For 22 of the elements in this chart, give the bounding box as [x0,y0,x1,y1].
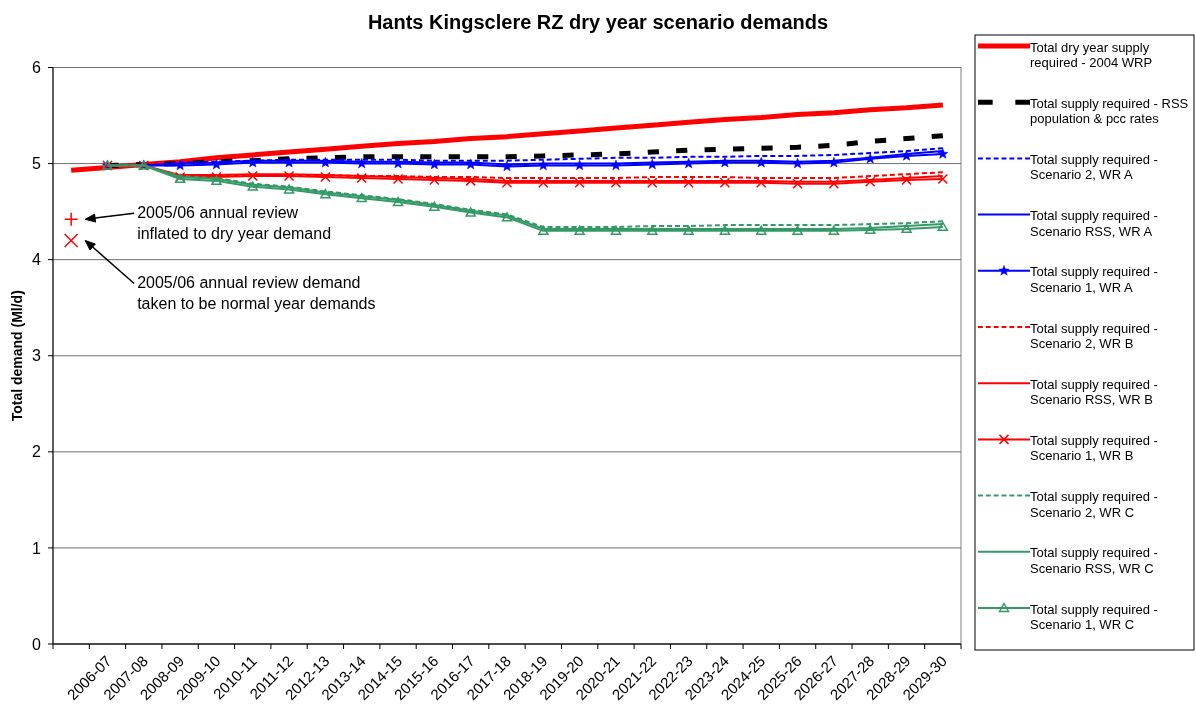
y-tick-label: 6 [32,59,42,77]
chart-title: Hants Kingsclere RZ dry year scenario demands [367,11,829,33]
legend-label: Total supply required - Scenario 2, WR B [1030,320,1158,351]
legend-label: Total supply required - Scenario 2, WR C [1030,489,1158,520]
legend-label: Total supply required - Scenario 2, WR A [1030,151,1158,183]
legend-label: Total supply required - Scenario RSS, WR B [1030,376,1158,408]
y-tick-label: 0 [32,635,42,653]
annotation: 2005/06 annual review demand taken to be normal year demands [137,274,376,313]
legend-label: Total supply required - Scenario 1, WR A [1030,264,1158,295]
y-tick-label: 5 [32,155,42,173]
annotation: 2005/06 annual review inflated to dry year demand [137,204,332,243]
y-tick-label: 1 [32,539,42,557]
y-tick-label: 4 [32,251,42,269]
legend-label: Total supply required - RSS population & pcc rates [1030,95,1189,127]
legend-label: Total supply required - Scenario RSS, WR A [1030,208,1158,239]
y-tick-label: 2 [32,443,42,461]
legend-label: Total supply required - Scenario 1, WR C [1030,601,1158,632]
y-tick-label: 3 [32,347,42,365]
legend-label: Total supply required - Scenario RSS, WR C [1030,545,1158,576]
legend-label: Total supply required - Scenario 1, WR B [1030,432,1158,464]
y-axis-title: Total demand (Ml/d) [9,290,25,422]
legend-label: Total dry year supply required - 2004 WRP [1030,39,1153,70]
